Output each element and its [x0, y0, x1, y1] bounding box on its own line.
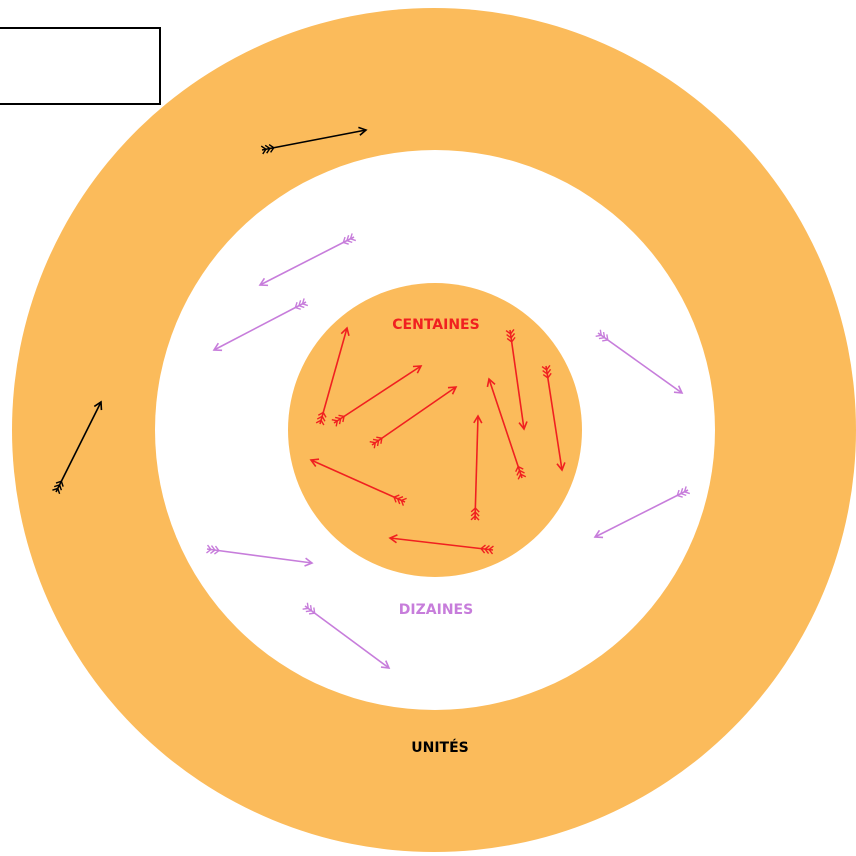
- arrow: [52, 400, 103, 495]
- arrow: [541, 364, 566, 472]
- arrow: [212, 298, 309, 352]
- arrows-dizaines: [206, 233, 691, 669]
- arrows-centaines: [309, 326, 566, 555]
- arrow: [309, 458, 407, 506]
- arrow: [302, 602, 391, 669]
- label-dizaines: DIZAINES: [399, 602, 473, 618]
- arrow: [258, 233, 357, 287]
- arrow: [369, 386, 458, 449]
- arrows-unites: [52, 126, 368, 495]
- label-unites: UNITÉS: [411, 739, 469, 756]
- arrow: [595, 329, 684, 394]
- arrow: [505, 329, 528, 431]
- arrow: [593, 486, 691, 539]
- arrow: [388, 534, 494, 555]
- arrow: [486, 377, 527, 480]
- label-centaines: CENTAINES: [392, 317, 479, 333]
- arrow: [260, 126, 368, 155]
- empty-box: [0, 27, 161, 105]
- arrow: [206, 544, 314, 567]
- arrow: [470, 414, 483, 521]
